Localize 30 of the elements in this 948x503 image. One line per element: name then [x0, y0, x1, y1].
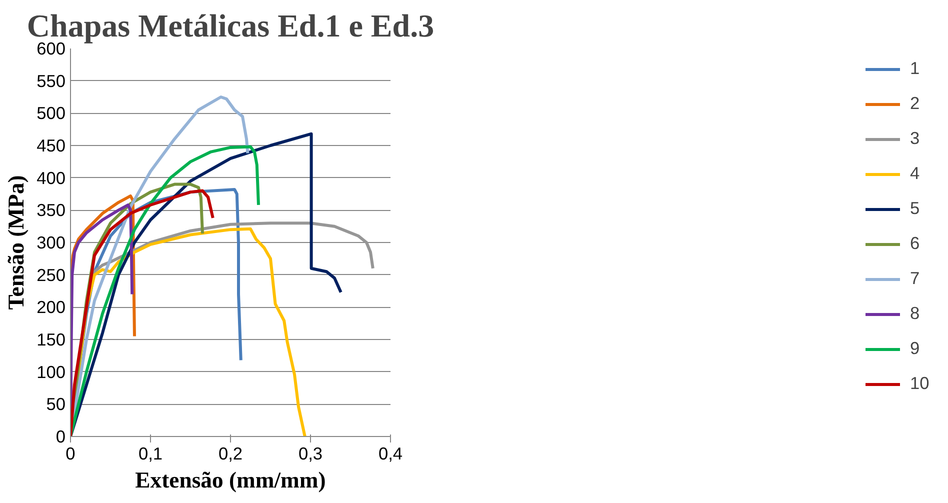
y-tick-label: 350: [36, 200, 66, 220]
y-tick-label: 500: [36, 103, 66, 124]
x-tick-label: 0,2: [218, 444, 243, 464]
y-tick-label: 450: [36, 136, 66, 156]
y-tick-label: 400: [36, 168, 66, 188]
y-tick-label: 150: [36, 330, 66, 350]
y-axis-title: Tensão (MPa): [4, 175, 29, 310]
legend-label: 6: [910, 233, 921, 254]
line-series: [70, 132, 342, 436]
y-tick-label: 50: [46, 394, 66, 414]
legend-label: 2: [910, 93, 921, 114]
x-tick-label: 0,1: [138, 444, 163, 464]
y-tick-label: 0: [56, 426, 66, 446]
legend-label: 9: [910, 338, 921, 359]
y-tick-label: 200: [36, 297, 66, 318]
legend-label: 7: [910, 268, 921, 289]
x-tick-label: 0,4: [378, 444, 403, 464]
legend-label: 8: [910, 303, 921, 324]
legend-label: 1: [910, 58, 921, 79]
line-series: [70, 145, 260, 436]
y-tick-label: 300: [36, 232, 66, 252]
x-tick-label: 0,3: [298, 444, 323, 464]
legend-label: 4: [910, 163, 921, 184]
y-tick-label: 250: [36, 264, 66, 285]
y-tick-label: 100: [36, 362, 66, 382]
legend-label: 3: [910, 128, 921, 149]
legend-label: 10: [910, 373, 930, 394]
y-tick-label: 550: [36, 70, 66, 91]
legend-label: 5: [910, 198, 921, 219]
x-axis-title: Extensão (mm/mm): [135, 468, 326, 492]
